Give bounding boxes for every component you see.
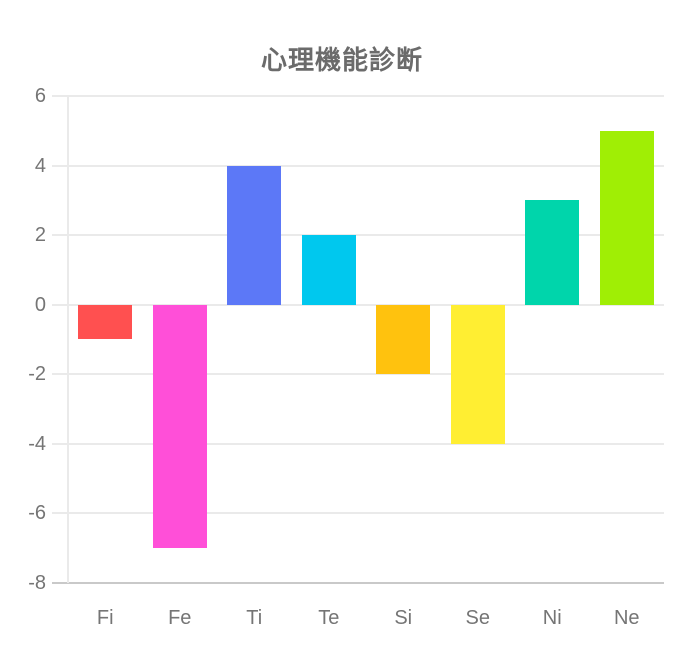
y-gridline	[52, 442, 664, 445]
x-axis-tick-label: Ne	[613, 607, 640, 629]
y-axis-tick-label: 6	[34, 85, 46, 107]
y-axis-tick-label: 2	[34, 224, 46, 247]
y-gridline	[52, 164, 664, 167]
chart-title: 心理機能診断	[260, 45, 423, 75]
y-axis-tick-label: -4	[28, 432, 46, 455]
x-axis-tick-label: Fi	[96, 607, 114, 629]
y-gridline	[52, 95, 664, 97]
bar-Fi[interactable]	[78, 304, 133, 340]
bar-Te[interactable]	[301, 235, 356, 305]
x-axis-tick-label: Ni	[542, 607, 562, 629]
y-axis-tick-label: 0	[34, 293, 46, 316]
bar-Ti[interactable]	[227, 165, 282, 305]
y-axis-tick-label: 4	[34, 154, 46, 177]
y-gridline	[52, 512, 664, 515]
y-gridline	[52, 373, 664, 376]
bar-Ne[interactable]	[599, 130, 654, 305]
y-axis-tick-label: -8	[28, 572, 46, 594]
y-axis-tick-label: -2	[28, 363, 46, 386]
bar-Ni[interactable]	[525, 200, 580, 305]
y-gridline	[52, 234, 664, 237]
y-axis-tick-label: -6	[28, 502, 46, 525]
x-axis-tick-label: Fe	[168, 607, 192, 629]
x-axis-tick-label: Te	[318, 607, 340, 629]
y-axis-line	[67, 96, 69, 583]
bar-Fe[interactable]	[152, 304, 207, 549]
bar-Se[interactable]	[450, 304, 505, 444]
x-axis-tick-label: Si	[394, 607, 413, 629]
x-axis-tick-label: Ti	[246, 607, 263, 629]
x-axis-tick-label: Se	[465, 607, 490, 629]
y-gridline	[52, 303, 664, 306]
x-axis-baseline	[52, 582, 664, 584]
bar-Si[interactable]	[376, 304, 431, 375]
